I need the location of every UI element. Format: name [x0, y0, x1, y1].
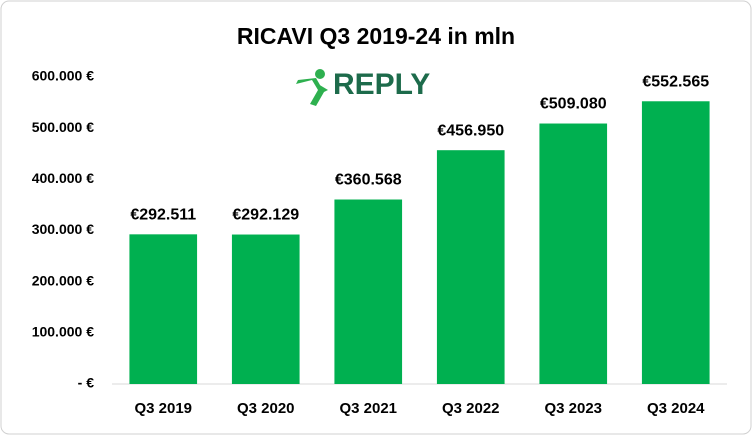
- x-tick-label: Q3 2019: [134, 400, 192, 417]
- value-label: €360.568: [335, 172, 402, 189]
- value-label: €456.950: [437, 122, 504, 139]
- x-tick-label: Q3 2021: [339, 400, 397, 417]
- bar: [129, 234, 198, 384]
- logo-icon-head: [315, 69, 325, 79]
- y-tick-label: 400.000 €: [32, 170, 94, 186]
- chart-title: RICAVI Q3 2019-24 in mln: [237, 23, 515, 49]
- bar: [231, 234, 300, 384]
- bar: [334, 199, 403, 384]
- x-tick-label: Q3 2024: [647, 400, 705, 417]
- value-label: €292.129: [232, 207, 299, 224]
- x-tick-label: Q3 2022: [442, 400, 500, 417]
- value-label: €552.565: [642, 73, 709, 90]
- logo-icon-arm: [318, 84, 328, 93]
- y-tick-label: 500.000 €: [32, 119, 94, 135]
- logo-icon-body: [296, 78, 324, 106]
- x-tick-label: Q3 2020: [237, 400, 295, 417]
- bar: [641, 101, 710, 384]
- value-label: €509.080: [540, 96, 607, 113]
- y-tick-label: 300.000 €: [32, 221, 94, 237]
- bar: [436, 150, 505, 384]
- y-tick-label: 200.000 €: [32, 272, 94, 288]
- y-tick-label: 600.000 €: [32, 68, 94, 84]
- bar: [539, 123, 608, 384]
- x-tick-label: Q3 2023: [544, 400, 602, 417]
- y-tick-label: 100.000 €: [32, 324, 94, 340]
- logo-text: REPLY: [333, 68, 430, 101]
- value-label: €292.511: [130, 207, 196, 224]
- y-tick-label: - €: [78, 375, 95, 391]
- logo: REPLY: [296, 68, 430, 106]
